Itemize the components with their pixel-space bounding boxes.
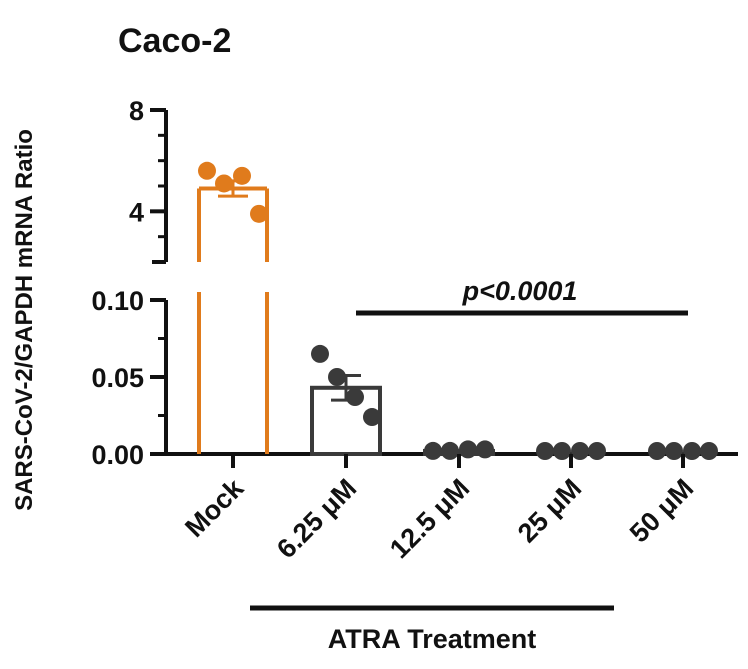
upper-y-ticks: 84 xyxy=(129,96,166,264)
data-point xyxy=(424,441,442,460)
y-tick-label: 8 xyxy=(129,96,144,126)
y-tick-label: 0.00 xyxy=(91,440,144,470)
data-point xyxy=(536,442,554,460)
data-point xyxy=(648,442,666,460)
data-point xyxy=(683,442,701,460)
data-point xyxy=(311,344,329,363)
bars xyxy=(197,186,495,457)
bar-mock xyxy=(197,186,269,454)
y-tick-label: 0.05 xyxy=(91,363,144,393)
group-label: ATRA Treatment xyxy=(328,624,537,654)
data-point xyxy=(553,442,571,460)
data-point xyxy=(588,442,606,460)
data-point xyxy=(571,442,589,460)
chart-title: Caco-2 xyxy=(118,22,231,60)
data-point xyxy=(198,161,216,180)
x-tick-labels: Mock 6.25 μM 12.5 μM 25 μM 50 μM xyxy=(179,454,699,564)
data-point xyxy=(700,442,718,460)
data-point xyxy=(363,408,381,427)
error-bar xyxy=(199,179,267,198)
lower-y-ticks: 0.10 0.05 0.00 xyxy=(91,286,166,470)
data-point xyxy=(250,204,268,223)
x-tick-label: 12.5 μM xyxy=(384,473,475,564)
data-point xyxy=(328,368,346,386)
data-points xyxy=(198,161,718,460)
data-point xyxy=(476,440,494,459)
y-tick-label: 4 xyxy=(129,197,144,227)
data-point xyxy=(233,166,251,185)
x-tick-label: 25 μM xyxy=(512,473,587,548)
y-axis-label: SARS-CoV-2/GAPDH mRNA Ratio xyxy=(11,129,38,511)
data-point xyxy=(441,441,459,460)
error-bars xyxy=(199,179,361,402)
x-tick-label: Mock xyxy=(179,472,250,543)
axes xyxy=(152,110,738,456)
y-tick-label: 0.10 xyxy=(91,286,144,316)
data-point xyxy=(215,174,233,193)
data-point xyxy=(346,388,364,407)
significance-label: p<0.0001 xyxy=(462,276,578,306)
x-tick-label: 6.25 μM xyxy=(271,473,362,564)
data-point xyxy=(459,440,477,459)
x-tick-label: 50 μM xyxy=(624,473,699,548)
data-point xyxy=(665,442,683,460)
